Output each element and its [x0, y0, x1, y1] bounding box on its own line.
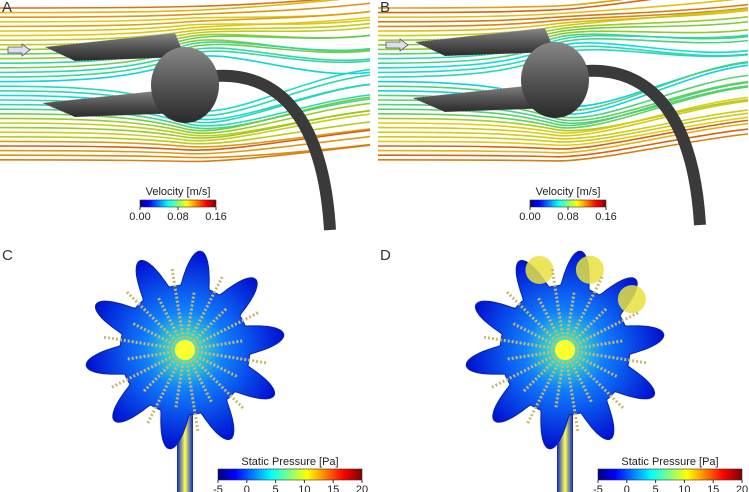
colorbar-tick-label: 15 [327, 484, 339, 492]
spoke [183, 349, 200, 432]
colorbar-tick-label: 0.00 [129, 211, 150, 223]
streamline [377, 0, 653, 14]
colorbar-tick-label: -5 [593, 484, 603, 492]
spoke [184, 311, 259, 352]
body [151, 47, 219, 123]
colorbar-tick-label: 15 [707, 484, 719, 492]
colorbar [597, 468, 743, 481]
streamline [0, 19, 371, 32]
colorbar-title: Static Pressure [Pa] [621, 456, 718, 468]
panel-label: C [2, 247, 13, 264]
spoke [563, 348, 625, 410]
spoke [526, 349, 567, 424]
colorbar [529, 199, 607, 208]
spoke [183, 276, 224, 351]
streamline [377, 0, 736, 18]
colorbar-tick-label: 10 [298, 484, 310, 492]
colorbar-tick-label: 5 [273, 484, 279, 492]
colorbar-tick-label: 10 [678, 484, 690, 492]
streamline [377, 112, 749, 143]
streamline [377, 7, 749, 28]
streamline [0, 0, 324, 9]
spoke [564, 311, 639, 352]
streamline [0, 144, 371, 163]
spoke [563, 290, 576, 351]
colorbar-tick-label: 0.08 [167, 211, 188, 223]
spoke [111, 348, 186, 389]
spoke [103, 335, 186, 352]
colorbar-title: Velocity [m/s] [146, 186, 211, 198]
streamline [377, 34, 749, 60]
spoke [183, 290, 196, 351]
flow-arrow [7, 43, 31, 57]
streamline [377, 100, 749, 137]
core [175, 340, 195, 360]
streamline [377, 96, 749, 134]
spoke [505, 348, 566, 361]
spoke [554, 349, 567, 410]
streamline [0, 22, 371, 41]
colorbar-tick-label: -5 [213, 484, 223, 492]
spoke [564, 348, 647, 365]
colorbar-tick-label: 0.08 [557, 211, 578, 223]
hot-spot [575, 255, 604, 284]
colorbar-tick-label: 20 [356, 484, 368, 492]
panel-label: D [380, 247, 391, 264]
hot-spot [525, 255, 554, 284]
streamline [0, 143, 371, 159]
spoke [183, 348, 245, 410]
flow-arrow [385, 38, 409, 52]
streamline [377, 98, 749, 132]
core [555, 340, 575, 360]
colorbar-tick-label: 0.00 [519, 211, 540, 223]
colorbar [217, 468, 363, 481]
spoke [170, 268, 187, 351]
tether [204, 69, 336, 231]
spoke [564, 339, 625, 352]
streamline [0, 10, 371, 28]
colorbar-tick-label: 5 [653, 484, 659, 492]
panel-label: A [2, 0, 12, 16]
panel-label: B [380, 0, 390, 16]
streamline [0, 16, 371, 37]
spoke [125, 290, 187, 352]
spoke [491, 348, 566, 389]
colorbar-tick-label: 20 [736, 484, 748, 492]
colorbar-title: Velocity [m/s] [536, 186, 601, 198]
streamline [377, 8, 749, 37]
streamline [0, 135, 371, 155]
spoke [184, 348, 267, 365]
streamline [0, 0, 341, 14]
streamline [377, 3, 749, 23]
colorbar-tick-label: 0.16 [205, 211, 226, 223]
colorbar-tick-label: 0.16 [595, 211, 616, 223]
streamline [0, 41, 371, 64]
streamline [377, 0, 625, 9]
tether [574, 64, 706, 226]
colorbar-tick-label: 0 [244, 484, 250, 492]
spoke [505, 290, 567, 352]
streamline [377, 109, 749, 140]
spoke [563, 349, 580, 432]
colorbar-tick-label: 0 [624, 484, 630, 492]
spoke [483, 335, 566, 352]
streamline [377, 86, 749, 129]
spoke [146, 349, 187, 424]
colorbar-title: Static Pressure [Pa] [241, 456, 338, 468]
colorbar [139, 199, 217, 208]
spoke [563, 276, 604, 351]
hot-spot [617, 285, 646, 314]
spoke [174, 349, 187, 410]
streamline [0, 2, 371, 18]
body [521, 42, 589, 118]
spoke [550, 268, 567, 351]
